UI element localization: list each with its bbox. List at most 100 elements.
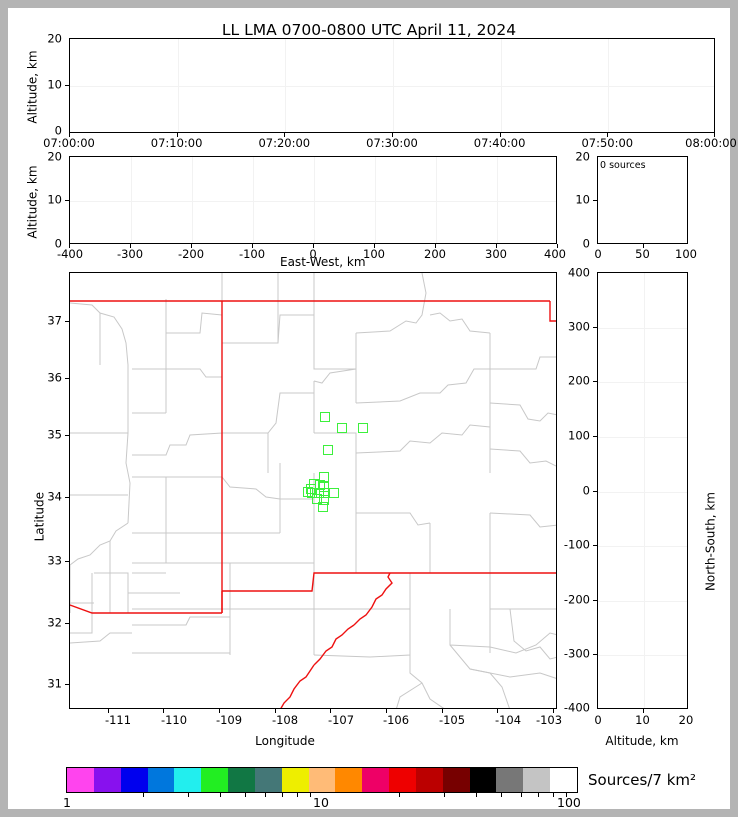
source-marker bbox=[318, 488, 329, 499]
ytick-label: 10 bbox=[47, 192, 62, 207]
source-marker bbox=[329, 488, 340, 499]
colorbar-swatch bbox=[93, 768, 121, 792]
xtick-label: 07:30:00 bbox=[366, 136, 418, 150]
source-marker bbox=[317, 502, 328, 513]
ytick-label: 20 bbox=[47, 149, 62, 164]
xtick-label: -106 bbox=[382, 713, 410, 727]
axis-tick bbox=[65, 321, 69, 322]
county-boundaries bbox=[70, 273, 556, 708]
panel-plan-view-map[interactable] bbox=[69, 272, 557, 709]
ytick-label: 400 bbox=[568, 265, 590, 280]
panel-north-south-vs-altitude[interactable] bbox=[597, 272, 688, 709]
ytick-label: 37 bbox=[47, 313, 62, 328]
colorbar-swatch bbox=[120, 768, 148, 792]
colorbar-swatch bbox=[281, 768, 309, 792]
panel5-ylabel: North-South, km bbox=[703, 492, 718, 592]
ytick-label: -100 bbox=[563, 537, 590, 552]
xtick-label: -108 bbox=[271, 713, 299, 727]
axis-tick bbox=[313, 244, 314, 248]
gridline bbox=[598, 491, 687, 493]
gridline bbox=[285, 39, 287, 132]
axis-tick bbox=[191, 244, 192, 248]
source-marker bbox=[312, 494, 323, 505]
colorbar-tick bbox=[310, 793, 312, 797]
ytick-label: -300 bbox=[563, 646, 590, 661]
state-boundaries bbox=[70, 300, 556, 708]
axis-tick bbox=[65, 497, 69, 498]
axis-tick bbox=[392, 133, 393, 137]
xtick-label: 07:50:00 bbox=[581, 136, 634, 150]
ytick-label: 300 bbox=[568, 318, 590, 333]
axis-tick bbox=[557, 244, 558, 248]
ytick-label: -400 bbox=[563, 700, 590, 715]
axis-tick bbox=[69, 244, 70, 248]
panel-altitude-vs-time[interactable] bbox=[69, 38, 715, 133]
ytick-label: 10 bbox=[575, 192, 590, 207]
axis-tick bbox=[219, 709, 220, 713]
axis-tick bbox=[130, 244, 131, 248]
colorbar-swatch bbox=[308, 768, 336, 792]
colorbar-tick bbox=[553, 793, 555, 797]
xtick-label: 0 bbox=[309, 247, 317, 261]
colorbar-swatch bbox=[201, 768, 229, 792]
axis-tick bbox=[593, 435, 597, 437]
gridline bbox=[436, 157, 437, 243]
colorbar-tick-label: 10 bbox=[313, 795, 329, 810]
gridline bbox=[375, 157, 376, 243]
colorbar-tick bbox=[476, 793, 478, 797]
xtick-label: 0 bbox=[594, 713, 602, 727]
colorbar-swatch bbox=[147, 768, 175, 792]
xtick-label: 07:00:00 bbox=[43, 136, 95, 150]
figure-canvas: LL LMA 0700-0800 UTC April 11, 2024 0 10… bbox=[8, 8, 737, 810]
axis-tick bbox=[176, 133, 178, 137]
colorbar-swatch bbox=[67, 768, 94, 792]
ytick-label: 10 bbox=[47, 77, 62, 92]
colorbar-swatch bbox=[362, 768, 390, 792]
axis-tick bbox=[593, 381, 597, 383]
axis-tick bbox=[252, 244, 253, 248]
gridline bbox=[598, 600, 687, 602]
gridline bbox=[253, 157, 254, 243]
gridline bbox=[643, 273, 645, 708]
colorbar[interactable] bbox=[66, 767, 578, 793]
ytick-label: 0 bbox=[54, 236, 62, 251]
gridline bbox=[192, 157, 193, 243]
axis-tick bbox=[593, 490, 597, 492]
axis-tick bbox=[284, 133, 286, 137]
axis-tick bbox=[497, 709, 498, 713]
axis-tick bbox=[496, 244, 497, 248]
xtick-label: 100 bbox=[363, 247, 385, 261]
axis-tick bbox=[374, 244, 375, 248]
panel-altitude-vs-east-west[interactable] bbox=[69, 156, 557, 244]
axis-tick bbox=[607, 133, 609, 137]
xtick-label: 50 bbox=[635, 247, 650, 261]
source-count-annotation: 0 sources bbox=[600, 160, 646, 171]
colorbar-swatch bbox=[415, 768, 443, 792]
gridline bbox=[177, 39, 179, 132]
colorbar-swatch bbox=[254, 768, 282, 792]
colorbar-tick bbox=[265, 793, 267, 797]
axis-tick bbox=[435, 244, 436, 248]
panel-altitude-histogram[interactable] bbox=[597, 156, 688, 244]
xtick-label: 200 bbox=[424, 247, 446, 261]
gridline bbox=[608, 39, 610, 132]
axis-tick bbox=[65, 85, 69, 86]
ytick-label: -200 bbox=[563, 591, 590, 606]
source-marker bbox=[320, 411, 331, 422]
xtick-label: 10 bbox=[635, 713, 650, 727]
ytick-label: 20 bbox=[47, 31, 62, 46]
colorbar-tick bbox=[444, 793, 446, 797]
gridline bbox=[70, 201, 556, 202]
colorbar-tick bbox=[399, 793, 401, 797]
axis-tick bbox=[65, 378, 69, 379]
xtick-label: -100 bbox=[238, 247, 266, 261]
ytick-label: 35 bbox=[47, 427, 62, 442]
gridline bbox=[598, 655, 687, 657]
xtick-label: 100 bbox=[675, 247, 697, 261]
axis-tick bbox=[108, 709, 109, 713]
axis-tick bbox=[275, 709, 276, 713]
gridline bbox=[598, 546, 687, 548]
gridline bbox=[393, 39, 394, 132]
gridline bbox=[598, 327, 687, 329]
map-xlabel: Longitude bbox=[255, 734, 315, 748]
